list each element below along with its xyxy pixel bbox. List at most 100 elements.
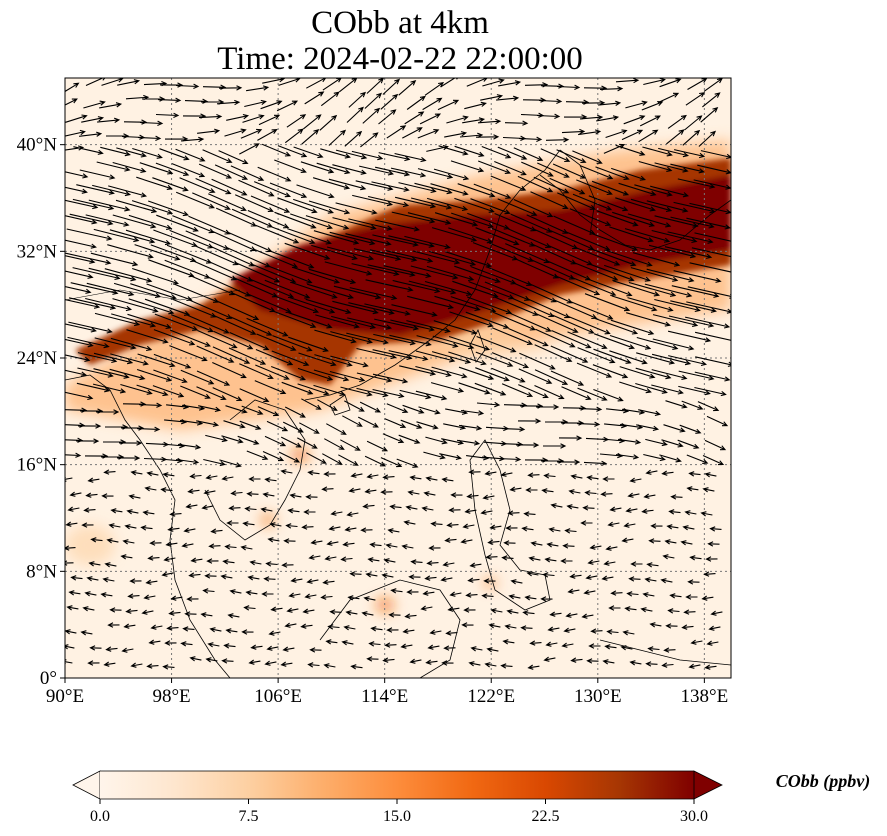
wind-arrow [467, 577, 480, 583]
wind-arrow [576, 362, 613, 378]
wind-arrow [171, 163, 206, 178]
wind-arrow [128, 298, 175, 315]
wind-arrow [620, 645, 633, 651]
wind-arrow [667, 608, 680, 614]
wind-arrow [577, 347, 616, 364]
wind-arrow [149, 540, 162, 546]
wind-arrow [534, 369, 569, 385]
lat-axis: 0° 8°N 16°N 24°N 32°N 40°N [17, 135, 65, 689]
wind-arrow [176, 458, 200, 465]
wind-arrow [690, 639, 703, 645]
wind-arrow [548, 527, 561, 533]
wind-arrow [189, 656, 202, 662]
colorbar-extend-high [693, 770, 723, 800]
wind-arrow [162, 472, 175, 478]
wind-arrow [262, 492, 275, 498]
wind-arrow [595, 166, 630, 181]
wind-arrow [239, 420, 262, 430]
wind-arrow [138, 402, 163, 408]
wind-arrow [536, 113, 561, 120]
wind-arrow [437, 99, 460, 111]
wind-arrow [340, 556, 353, 562]
wind-arrow [121, 647, 134, 653]
wind-arrow [429, 629, 442, 635]
wind-arrow [293, 266, 341, 284]
wind-arrow [615, 144, 646, 156]
wind-arrow [605, 129, 628, 139]
wind-arrow [627, 213, 672, 228]
wind-arrow [188, 299, 233, 319]
wind-arrow [216, 99, 241, 106]
wind-arrow [137, 135, 162, 142]
wind-arrow [65, 186, 88, 194]
wind-arrow [300, 161, 335, 174]
wind-arrow [645, 661, 658, 667]
wind-arrow [422, 590, 435, 596]
wind-arrow [480, 94, 504, 101]
wind-arrow [282, 421, 304, 433]
wind-arrow [364, 92, 383, 109]
wind-arrow [127, 593, 140, 599]
wind-arrow [202, 588, 215, 594]
wind-arrow [241, 405, 264, 415]
wind-arrow [183, 527, 196, 533]
wind-arrow [430, 382, 465, 393]
wind-arrow [208, 543, 221, 549]
wind-arrow [611, 295, 658, 312]
wind-arrow [684, 115, 703, 131]
wind-arrow [130, 662, 143, 668]
wind-arrow [678, 385, 711, 396]
wind-arrow [447, 606, 460, 612]
wind-arrow [591, 180, 630, 196]
wind-arrow [86, 282, 135, 297]
wind-arrow [86, 576, 99, 582]
wind-arrow [284, 406, 306, 418]
wind-arrow [505, 243, 550, 264]
wind-arrow [234, 194, 274, 212]
wind-arrow [700, 511, 713, 517]
wind-arrow [594, 317, 639, 335]
wind-arrow [574, 246, 621, 266]
border-himalaya [65, 289, 241, 301]
wind-arrow [382, 657, 395, 663]
wind-arrow [65, 285, 92, 294]
wind-arrow [464, 101, 487, 110]
wind-arrow [269, 522, 282, 528]
wind-arrow [540, 148, 571, 163]
wind-arrow [693, 179, 731, 190]
wind-arrow [706, 415, 729, 427]
wind-arrow [694, 386, 727, 397]
wind-arrow [212, 361, 247, 379]
wind-arrow [277, 197, 318, 214]
wind-arrow [372, 373, 409, 384]
wind-arrow [67, 336, 110, 349]
wind-arrow [351, 263, 400, 277]
wind-arrow [305, 494, 318, 500]
wind-arrow [391, 211, 436, 224]
wind-arrow [635, 382, 668, 394]
wind-arrow [577, 387, 608, 401]
wind-arrow [556, 84, 581, 91]
wind-arrow [271, 365, 306, 381]
wind-arrow [550, 345, 589, 363]
wind-arrow [146, 283, 193, 302]
wind-arrow [543, 443, 567, 449]
wind-arrow [450, 296, 497, 313]
wind-arrow [609, 334, 652, 350]
wind-arrow [271, 350, 310, 366]
wind-arrow [148, 259, 195, 278]
wind-arrow [380, 93, 399, 110]
wind-arrow [442, 561, 455, 567]
wind-arrow [612, 211, 655, 227]
wind-arrow [156, 214, 199, 232]
wind-arrow [136, 426, 161, 432]
wind-arrow [239, 388, 270, 402]
wind-arrow [609, 350, 648, 365]
wind-arrow [528, 556, 541, 562]
wind-arrow [290, 213, 333, 230]
wind-arrow [488, 623, 501, 629]
wind-arrow [477, 118, 502, 125]
wind-arrow [244, 506, 257, 512]
lon-tick-label: 122°E [467, 686, 515, 707]
wind-arrow [167, 526, 180, 532]
